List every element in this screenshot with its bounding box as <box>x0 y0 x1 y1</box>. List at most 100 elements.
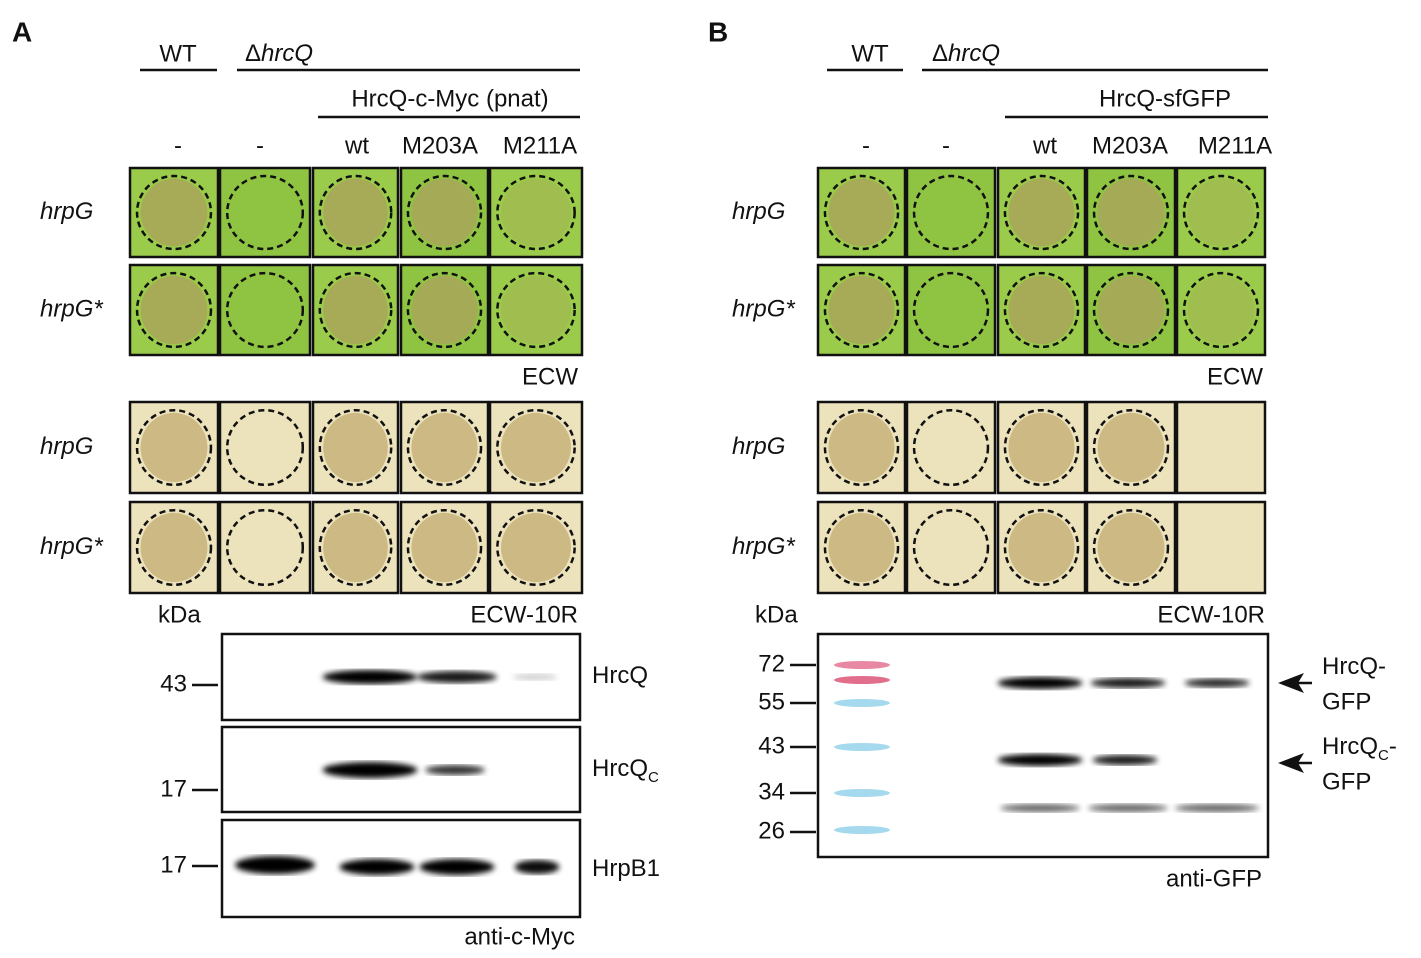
lesion <box>1097 412 1165 483</box>
ladder-band <box>834 676 890 684</box>
column-label: wt <box>1032 132 1057 159</box>
lesion <box>411 178 478 247</box>
lesion-outline <box>318 408 393 487</box>
lesion <box>828 512 895 583</box>
leaf-image <box>1175 500 1267 595</box>
leaf-image <box>488 166 584 259</box>
lesion-outline <box>406 271 483 349</box>
column-label: - <box>862 132 870 159</box>
lesion <box>140 178 208 247</box>
delta: Δ <box>932 40 948 67</box>
lesion-outline <box>1182 271 1260 349</box>
lesion <box>323 512 388 583</box>
lesion-outline <box>225 174 305 251</box>
lesion <box>323 178 388 247</box>
ladder-band <box>834 826 890 834</box>
band <box>419 859 495 875</box>
lesion-outline <box>823 408 900 487</box>
genotype-mutant: ΔhrcQ <box>245 40 313 67</box>
lesion-outline <box>225 408 305 487</box>
antibody: anti-GFP <box>1166 865 1262 892</box>
leaf-image <box>218 500 312 595</box>
lesion-outline <box>406 174 483 251</box>
row-label: hrpG* <box>732 533 795 560</box>
band <box>322 762 418 778</box>
column-label: M203A <box>402 132 478 159</box>
lesion-outline <box>912 271 990 349</box>
subscript: C <box>648 769 659 786</box>
band <box>997 677 1083 689</box>
row-label: hrpG* <box>40 533 103 560</box>
band <box>1184 678 1250 688</box>
lesion <box>1097 275 1165 345</box>
band-label: HrpB1 <box>592 855 660 882</box>
marker-label: 34 <box>758 778 785 805</box>
row-label: hrpG <box>732 198 785 225</box>
lesion <box>828 412 895 483</box>
lesion-outline <box>496 508 576 587</box>
lesion <box>411 275 478 345</box>
leaf-image <box>1175 400 1267 495</box>
lesion <box>411 412 478 483</box>
row-label: hrpG <box>40 433 93 460</box>
lesion-outline <box>1092 271 1170 349</box>
lesion-outline <box>823 508 900 587</box>
band <box>425 765 485 775</box>
gene: hrcQ <box>261 40 313 67</box>
lesion <box>501 512 571 583</box>
band-label: GFP <box>1322 688 1371 715</box>
marker-label: 72 <box>758 650 785 677</box>
condition-label: ECW-10R <box>470 601 578 628</box>
band-label: HrcQ <box>592 662 648 689</box>
row-label: hrpG <box>732 433 785 460</box>
lesion-outline <box>1092 408 1170 487</box>
lesion <box>1097 178 1165 247</box>
lesion-outline <box>1182 174 1260 251</box>
column-label: wt <box>344 132 369 159</box>
column-label: - <box>174 132 182 159</box>
marker-label: 43 <box>160 670 187 697</box>
lesion <box>828 178 895 247</box>
band <box>1000 804 1080 812</box>
lesion-outline <box>1092 508 1170 587</box>
lesion-outline <box>318 271 393 349</box>
band-name: HrcQ <box>1322 733 1378 760</box>
lesion <box>1008 412 1075 483</box>
lesion-outline <box>1003 408 1080 487</box>
kda-label: kDa <box>158 601 201 628</box>
lesion-outline <box>225 508 305 587</box>
ladder-band <box>834 789 890 797</box>
leaf-image <box>218 263 312 357</box>
band <box>322 670 418 684</box>
construct: HrcQ-c-Myc (pnat) <box>351 85 548 112</box>
row-label: hrpG* <box>732 295 795 322</box>
lesion <box>323 275 388 345</box>
band <box>339 859 415 875</box>
band <box>1092 755 1158 765</box>
lesion <box>140 275 208 345</box>
leaf-image <box>905 263 997 357</box>
lesion-outline <box>225 271 305 349</box>
arrow-head <box>1278 753 1304 773</box>
band <box>417 671 497 683</box>
band-name: HrcQ- <box>1322 653 1386 680</box>
marker-label: 26 <box>758 817 785 844</box>
lesion-outline <box>823 174 900 251</box>
column-label: M211A <box>1198 132 1272 159</box>
lesion <box>1187 178 1255 247</box>
band-label: HrcQ- <box>1322 653 1386 680</box>
lesion <box>1008 178 1075 247</box>
marker-label: 43 <box>758 732 785 759</box>
column-label: M203A <box>1092 132 1168 159</box>
lesion <box>1187 275 1255 345</box>
leaf-image <box>905 166 997 259</box>
subscript: C <box>1378 747 1389 764</box>
column-label: - <box>942 132 950 159</box>
band-name: HrpB1 <box>592 855 660 882</box>
row-label: hrpG* <box>40 295 103 322</box>
lesion-outline <box>1092 174 1170 251</box>
band <box>1090 678 1166 688</box>
lesion-outline <box>912 408 990 487</box>
lesion-outline <box>1003 174 1080 251</box>
